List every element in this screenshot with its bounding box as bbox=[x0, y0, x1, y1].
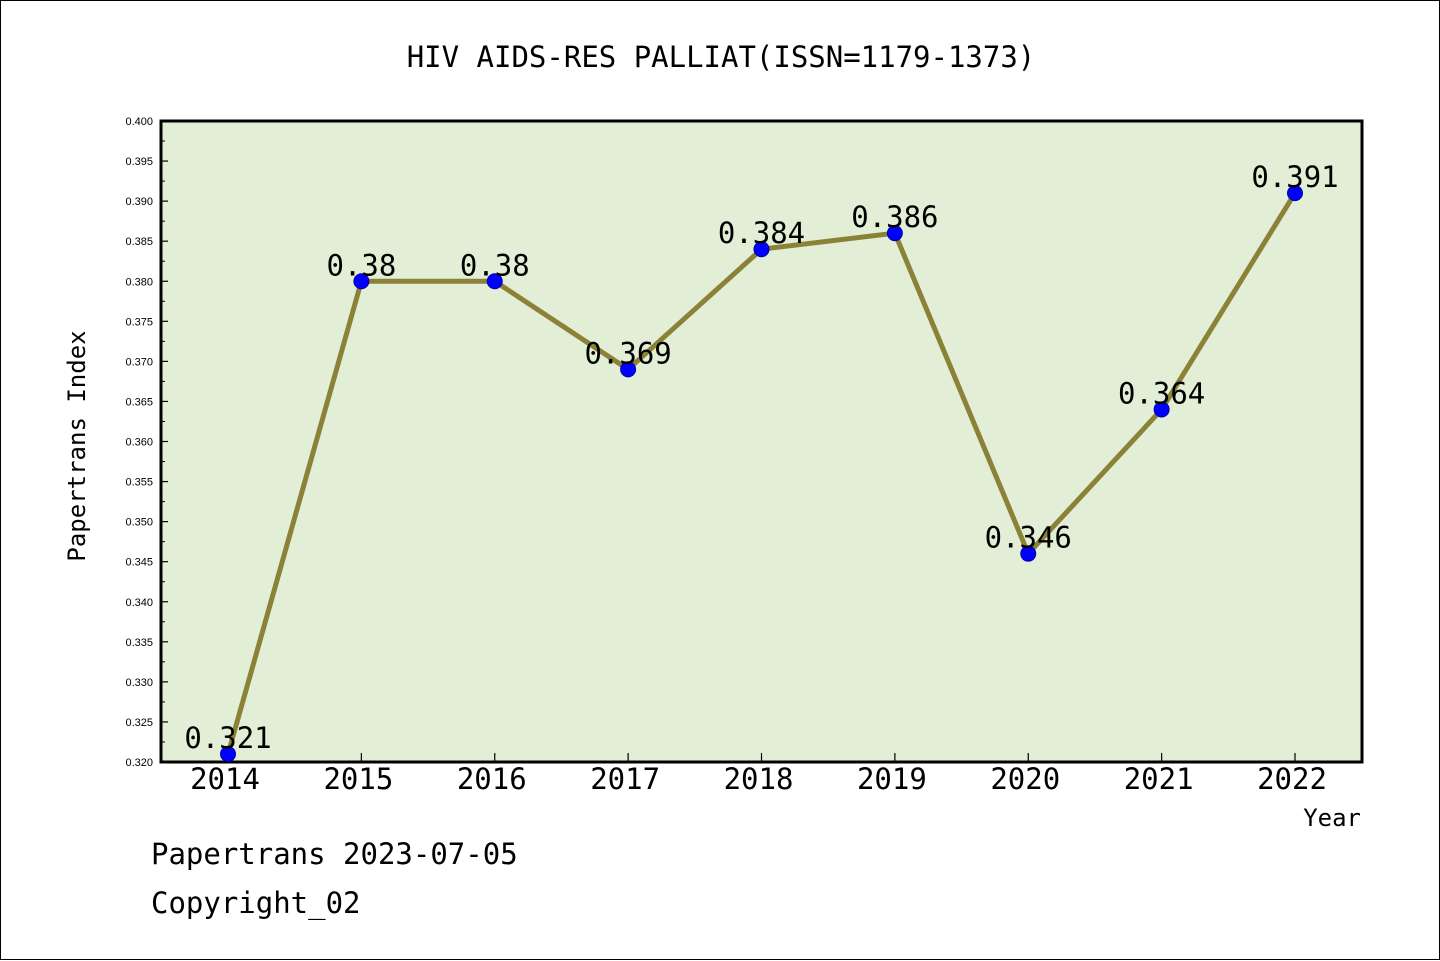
data-label: 0.321 bbox=[184, 721, 271, 755]
chart-title: HIV AIDS-RES PALLIAT(ISSN=1179-1373) bbox=[407, 40, 1036, 74]
y-tick-label: 0.380 bbox=[125, 276, 153, 288]
x-tick-label: 2014 bbox=[190, 762, 260, 796]
y-tick-label: 0.400 bbox=[125, 116, 153, 128]
x-axis: 2014 2015 2016 2017 2018 2019 2020 2021 2022 bbox=[190, 753, 1327, 796]
x-tick-label: 2015 bbox=[323, 762, 393, 796]
y-axis-title: Papertrans Index bbox=[63, 330, 91, 561]
y-tick-label: 0.330 bbox=[125, 677, 153, 689]
data-point bbox=[620, 361, 637, 378]
footer-date: Papertrans 2023-07-05 bbox=[151, 837, 518, 871]
data-point bbox=[220, 745, 236, 762]
y-tick-label: 0.350 bbox=[125, 517, 153, 529]
data-point bbox=[886, 225, 903, 242]
y-tick-label: 0.340 bbox=[125, 597, 153, 609]
data-point bbox=[1153, 401, 1170, 418]
data-label: 0.346 bbox=[985, 521, 1072, 555]
x-tick-label: 2017 bbox=[590, 762, 660, 796]
y-tick-label: 0.355 bbox=[125, 477, 153, 489]
x-tick-label: 2016 bbox=[457, 762, 527, 796]
data-point bbox=[353, 273, 370, 290]
footer-copyright: Copyright_02 bbox=[151, 886, 361, 920]
y-tick-label: 0.395 bbox=[125, 156, 153, 168]
x-axis-title: Year bbox=[1303, 804, 1361, 832]
y-tick-label: 0.360 bbox=[125, 437, 153, 449]
data-label: 0.364 bbox=[1118, 376, 1205, 410]
y-tick-label: 0.345 bbox=[125, 557, 153, 569]
data-label: 0.38 bbox=[460, 248, 530, 282]
y-tick-label: 0.390 bbox=[125, 196, 153, 208]
x-tick-label: 2020 bbox=[990, 762, 1060, 796]
y-tick-label: 0.385 bbox=[125, 236, 153, 248]
x-tick-label: 2021 bbox=[1124, 762, 1194, 796]
data-label: 0.384 bbox=[718, 216, 805, 250]
x-tick-label: 2019 bbox=[857, 762, 927, 796]
data-point bbox=[486, 273, 503, 290]
data-point bbox=[1020, 545, 1037, 562]
data-point bbox=[1287, 185, 1303, 202]
y-tick-label: 0.320 bbox=[125, 757, 153, 769]
x-tick-label: 2018 bbox=[724, 762, 794, 796]
series-line-group: 0.321 0.38 0.38 0.369 0.384 0.386 0.346 0.364 0.… bbox=[184, 160, 1339, 762]
y-axis: 0.320 0.325 0.330 0.335 0.340 0.345 0.350 0.355… bbox=[125, 116, 168, 769]
data-label: 0.391 bbox=[1251, 160, 1338, 194]
data-label: 0.38 bbox=[326, 248, 396, 282]
y-tick-label: 0.325 bbox=[125, 717, 153, 729]
data-point bbox=[753, 241, 770, 258]
y-tick-label: 0.335 bbox=[125, 637, 153, 649]
plot-area bbox=[159, 119, 1364, 764]
data-label: 0.369 bbox=[584, 336, 671, 370]
x-tick-label: 2022 bbox=[1257, 762, 1327, 796]
y-tick-label: 0.375 bbox=[125, 316, 153, 328]
y-tick-label: 0.370 bbox=[125, 356, 153, 368]
data-label: 0.386 bbox=[851, 200, 938, 234]
y-tick-label: 0.365 bbox=[125, 396, 153, 408]
